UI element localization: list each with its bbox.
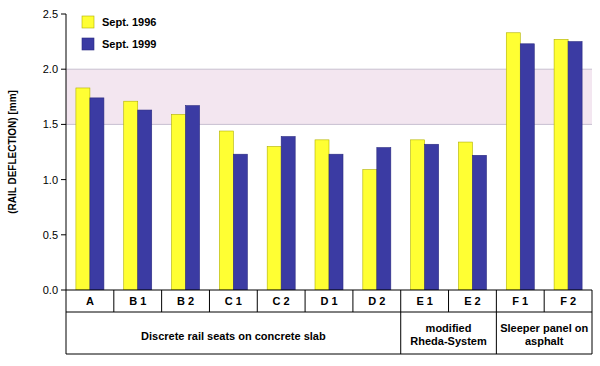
legend-swatch (82, 16, 94, 28)
y-tick-label: 1.0 (43, 174, 58, 186)
x-tick-label: D 1 (320, 295, 337, 307)
group-label: modified (426, 322, 472, 334)
bar (124, 101, 138, 290)
bar (425, 144, 439, 290)
bar (377, 148, 391, 290)
group-box-line (66, 312, 592, 313)
x-tick-label: A (86, 295, 94, 307)
legend-label: Sept. 1999 (102, 38, 156, 50)
bar (90, 98, 104, 290)
bar (172, 114, 186, 290)
category-separator (544, 290, 545, 312)
y-tick-label: 2.0 (43, 63, 58, 75)
group-label: Discrete rail seats on concrete slab (141, 330, 326, 342)
category-separator (257, 290, 258, 312)
y-axis (66, 14, 67, 290)
category-separator (209, 290, 210, 312)
chart-svg: 0.0 0.5 1.0 1.5 2.0 2.5 (RAIL DEFLECTION) [mm]… (0, 0, 600, 366)
bar (506, 33, 520, 290)
x-tick-label: E 1 (416, 295, 433, 307)
x-tick-label: C 2 (273, 295, 290, 307)
bar (472, 155, 486, 290)
x-tick-label: C 1 (225, 295, 242, 307)
group-box-line (66, 354, 592, 355)
y-tick-label: 0.5 (43, 229, 58, 241)
y-axis-label: (RAIL DEFLECTION) [mm] (7, 90, 18, 214)
bar (315, 140, 329, 290)
x-tick-label: F 1 (512, 295, 528, 307)
x-axis (66, 290, 592, 291)
y-tick-label: 2.5 (43, 8, 58, 20)
bar (363, 170, 377, 290)
bar (138, 110, 152, 290)
y-tick (61, 69, 66, 70)
y-tick-label: 1.5 (43, 118, 58, 130)
bar (554, 39, 568, 290)
y-tick-label: 0.0 (43, 284, 58, 296)
category-separator (161, 290, 162, 312)
group-separator (496, 290, 497, 354)
group-label: Rheda-System (410, 335, 487, 347)
bar (281, 137, 295, 290)
x-tick-label: B 2 (177, 295, 194, 307)
y-tick (61, 234, 66, 235)
category-separator (448, 290, 449, 312)
bar (411, 140, 425, 290)
x-tick-label: E 2 (464, 295, 481, 307)
bars (76, 33, 582, 290)
category-separator (113, 290, 114, 312)
bar (458, 142, 472, 290)
y-tick (61, 14, 66, 15)
legend-label: Sept. 1996 (102, 16, 156, 28)
bar (568, 42, 582, 290)
group-separator (66, 290, 67, 354)
bar (267, 146, 281, 290)
legend-swatch (82, 38, 94, 50)
bar (76, 88, 90, 290)
bar (219, 131, 233, 290)
bar (329, 154, 343, 290)
group-label: asphalt (525, 335, 564, 347)
x-tick-label: B 1 (129, 295, 146, 307)
category-separator (352, 290, 353, 312)
bar (233, 154, 247, 290)
y-tick (61, 290, 66, 291)
chart-container: 0.0 0.5 1.0 1.5 2.0 2.5 (RAIL DEFLECTION) [mm]… (0, 0, 600, 366)
bar (520, 44, 534, 290)
bar (186, 106, 200, 290)
y-tick (61, 179, 66, 180)
group-separator (592, 290, 593, 354)
y-tick (61, 124, 66, 125)
x-tick-label: D 2 (368, 295, 385, 307)
group-separator (400, 290, 401, 354)
category-separator (305, 290, 306, 312)
x-tick-label: F 2 (560, 295, 576, 307)
group-label: Sleeper panel on (500, 322, 588, 334)
